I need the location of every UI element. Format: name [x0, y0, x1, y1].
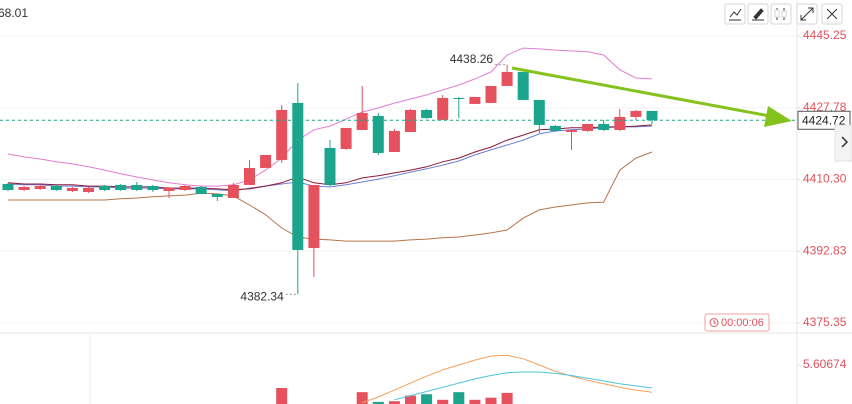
y-tick-label: 4375.35	[803, 315, 847, 329]
candle-body	[50, 185, 62, 190]
low-annotation: 4382.34	[240, 290, 284, 304]
candle-body	[340, 127, 352, 149]
candle-body	[324, 147, 336, 185]
candle-body	[179, 185, 191, 190]
volume-bar	[501, 392, 513, 404]
tool-button[interactable]	[770, 3, 792, 25]
volume-bar	[469, 399, 481, 404]
high-annotation: 4438.26	[450, 52, 494, 66]
y-tick-label: 5.60674	[803, 357, 847, 371]
volume-bar	[437, 399, 449, 404]
candle-body	[244, 167, 255, 185]
candle-body	[421, 109, 433, 118]
candle-body	[372, 115, 384, 153]
candle-body	[582, 123, 594, 131]
volume-bar	[453, 392, 465, 404]
y-tick-label: 4445.25	[803, 28, 847, 42]
candle-body	[485, 85, 497, 103]
candle-body	[292, 102, 304, 250]
top-left-text: 68.01	[0, 6, 28, 20]
volume-bar	[485, 397, 497, 404]
indicator-line	[7, 47, 653, 187]
candle-body	[453, 97, 465, 99]
candle-body	[549, 125, 561, 131]
plot: 4445.25 4427.78 4410.30 4392.83 4375.35 4438.…	[0, 28, 851, 404]
tool-button[interactable]	[747, 3, 769, 25]
candle-body	[308, 184, 320, 248]
candle-body	[469, 96, 481, 104]
candle-body	[211, 193, 223, 197]
candle-body	[276, 109, 288, 160]
candle-body	[195, 186, 207, 194]
candle-body	[630, 110, 642, 117]
volume-bar	[421, 394, 433, 404]
tool-button[interactable]	[796, 3, 818, 25]
candle-body	[99, 185, 111, 190]
candle-body	[66, 187, 78, 191]
candle-body	[227, 184, 239, 198]
candle-body	[646, 110, 658, 121]
candle-body	[260, 154, 272, 168]
y-tick-label: 4410.30	[803, 172, 847, 186]
candle-body	[405, 109, 416, 132]
candle-body	[614, 116, 626, 130]
timer: 00:00:06	[704, 313, 770, 332]
grid	[0, 35, 800, 366]
candle-body	[437, 97, 449, 120]
tool-button[interactable]	[821, 3, 843, 25]
candle-body	[115, 184, 127, 190]
candle-body	[83, 187, 94, 192]
indicator-line	[8, 151, 653, 242]
candle-body	[34, 185, 46, 189]
indicator-line	[362, 354, 653, 404]
volume-bar	[372, 401, 384, 404]
candle-body	[598, 123, 610, 130]
toolbar	[724, 3, 843, 25]
candle-body	[517, 71, 529, 100]
candle-body	[2, 183, 14, 190]
volume-bar	[405, 395, 416, 404]
candle-body	[163, 187, 175, 191]
candle-body	[131, 184, 143, 190]
timer-text: 00:00:06	[721, 317, 764, 329]
indicator-line	[394, 371, 653, 401]
candle-body	[501, 71, 513, 86]
y-tick-label: 4392.83	[803, 243, 847, 257]
candle-body	[147, 185, 159, 190]
expand-tab[interactable]	[834, 124, 852, 162]
y-tick-label: 4427.78	[803, 100, 847, 114]
candle-body	[533, 99, 545, 125]
volume-bar	[276, 387, 288, 404]
trend-arrow	[511, 66, 792, 127]
volume-bar	[356, 392, 368, 404]
candle-body	[18, 186, 30, 190]
tool-button[interactable]	[724, 3, 746, 25]
candle-body	[388, 130, 400, 152]
candle-body	[566, 129, 577, 132]
last-price-label: 4424.72	[802, 113, 846, 127]
candle-body	[356, 112, 368, 130]
volume-bar	[388, 401, 400, 404]
